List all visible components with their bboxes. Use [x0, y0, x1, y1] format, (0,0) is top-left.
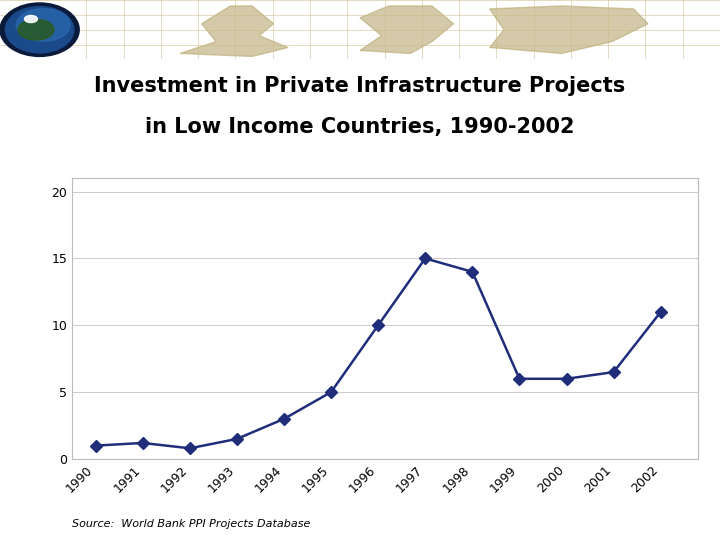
Polygon shape: [180, 6, 288, 56]
Polygon shape: [360, 6, 454, 53]
Ellipse shape: [24, 16, 37, 23]
Text: in Low Income Countries, 1990-2002: in Low Income Countries, 1990-2002: [145, 117, 575, 138]
Ellipse shape: [16, 9, 70, 41]
Text: Investment in Private Infrastructure Projects: Investment in Private Infrastructure Pro…: [94, 76, 626, 96]
Polygon shape: [490, 6, 648, 53]
Ellipse shape: [0, 3, 79, 56]
Ellipse shape: [18, 19, 54, 40]
Ellipse shape: [5, 6, 74, 53]
Text: Source:  World Bank PPI Projects Database: Source: World Bank PPI Projects Database: [72, 519, 310, 529]
